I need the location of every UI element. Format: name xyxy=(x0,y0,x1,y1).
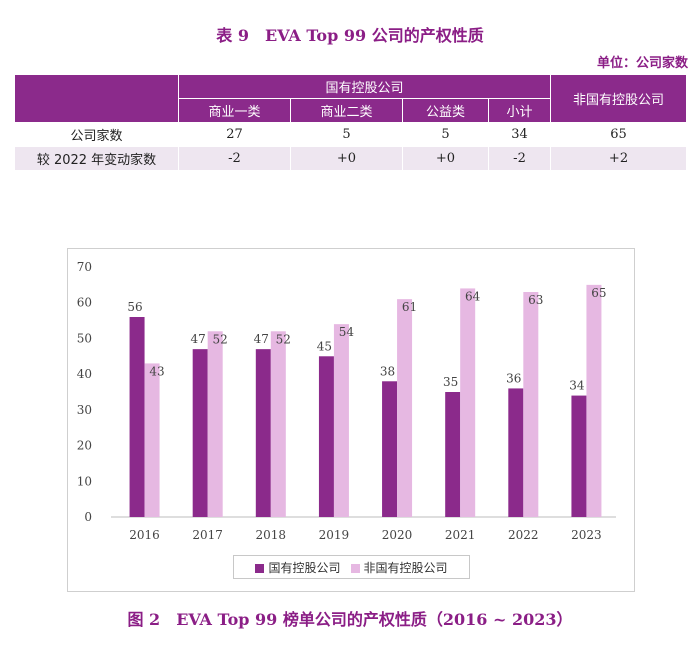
bar-state-owned xyxy=(508,388,524,517)
table-row: 公司家数 27 5 5 34 65 xyxy=(14,122,688,147)
data-label: 65 xyxy=(591,286,606,300)
cell: 5 xyxy=(290,122,403,147)
data-label: 38 xyxy=(380,364,395,378)
header-non-state: 非国有控股公司 xyxy=(550,74,688,123)
x-tick-label: 2017 xyxy=(192,528,223,542)
bar-state-owned xyxy=(318,356,334,517)
bar-chart: 0 10 20 30 40 50 60 70 2016 56 43 2017 47 52 2018 47 52 2… xyxy=(77,260,616,542)
cell: 5 xyxy=(402,122,489,147)
y-tick-label: 30 xyxy=(77,403,92,417)
bar-non-state xyxy=(270,331,286,517)
data-label: 35 xyxy=(443,375,458,389)
x-tick-label: 2019 xyxy=(319,528,350,542)
header-public-welfare: 公益类 xyxy=(402,98,489,123)
row-label: 公司家数 xyxy=(14,122,179,147)
header-commercial-2: 商业二类 xyxy=(290,98,403,123)
x-tick-label: 2016 xyxy=(129,528,160,542)
table-row: 较 2022 年变动家数 -2 +0 +0 -2 +2 xyxy=(14,146,688,171)
data-label: 47 xyxy=(254,332,269,346)
legend-swatch-non-state xyxy=(350,563,360,573)
data-label: 61 xyxy=(402,300,417,314)
y-tick-label: 40 xyxy=(77,367,92,381)
x-tick-label: 2023 xyxy=(571,528,602,542)
data-label: 54 xyxy=(339,325,355,339)
legend-item-non-state: 非国有控股公司 xyxy=(350,559,448,576)
data-label: 43 xyxy=(149,364,164,378)
header-commercial-1: 商业一类 xyxy=(178,98,291,123)
table-subheader-row: 商业一类 商业二类 公益类 小计 xyxy=(15,98,687,123)
x-tick-label: 2018 xyxy=(256,528,287,542)
y-tick-label: 70 xyxy=(77,260,92,274)
bar-state-owned xyxy=(571,395,587,517)
header-state-owned: 国有控股公司 xyxy=(177,74,552,99)
row-label: 较 2022 年变动家数 xyxy=(14,146,179,171)
table-header-row: 国有控股公司 非国有控股公司 xyxy=(14,74,688,123)
bar-state-owned xyxy=(192,349,208,517)
legend-label-state: 国有控股公司 xyxy=(268,560,341,575)
x-tick-label: 2022 xyxy=(508,528,539,542)
cell: 34 xyxy=(487,122,552,147)
y-tick-label: 10 xyxy=(77,474,92,488)
cell: +0 xyxy=(402,146,489,171)
data-label: 56 xyxy=(127,300,142,314)
cell: 65 xyxy=(550,122,688,147)
data-label: 34 xyxy=(569,379,585,393)
x-tick-label: 2021 xyxy=(445,528,476,542)
bar-non-state xyxy=(144,363,160,517)
cell: +0 xyxy=(290,146,403,171)
bar-non-state xyxy=(397,299,413,517)
figure-title: 图 2 EVA Top 99 榜单公司的产权性质（2016 ~ 2023） xyxy=(127,610,573,629)
bar-state-owned xyxy=(382,381,398,517)
y-tick-label: 60 xyxy=(77,296,92,310)
data-label: 63 xyxy=(528,293,543,307)
bar-non-state xyxy=(586,284,602,517)
y-tick-label: 20 xyxy=(77,439,92,453)
data-label: 52 xyxy=(276,332,291,346)
x-tick-label: 2020 xyxy=(382,528,413,542)
legend-label-non-state: 非国有控股公司 xyxy=(363,560,448,575)
table-title: 表 9 EVA Top 99 公司的产权性质 xyxy=(216,26,484,45)
header-blank-cell xyxy=(14,74,179,123)
cell: -2 xyxy=(178,146,291,171)
bar-state-owned xyxy=(129,317,145,517)
y-tick-label: 50 xyxy=(77,331,92,345)
cell: +2 xyxy=(550,146,688,171)
legend-swatch-state xyxy=(255,563,265,573)
bar-non-state xyxy=(523,292,539,517)
chart-frame: 0 10 20 30 40 50 60 70 2016 56 43 2017 47 52 2018 47 52 2… xyxy=(67,248,635,592)
bar-state-owned xyxy=(445,392,461,517)
bar-non-state xyxy=(460,288,476,517)
table-unit: 单位：公司家数 xyxy=(596,56,688,71)
data-label: 47 xyxy=(191,332,206,346)
legend-item-state: 国有控股公司 xyxy=(255,559,341,576)
data-label: 64 xyxy=(465,289,481,303)
data-label: 52 xyxy=(213,332,228,346)
data-label: 36 xyxy=(506,371,521,385)
data-label: 45 xyxy=(317,339,332,353)
cell: -2 xyxy=(487,146,552,171)
eva-ownership-table: 国有控股公司 非国有控股公司 商业一类 商业二类 公益类 小计 公司家数 27 … xyxy=(14,74,688,171)
bar-state-owned xyxy=(255,349,271,517)
bar-non-state xyxy=(207,331,223,517)
header-subtotal: 小计 xyxy=(487,98,552,123)
chart-legend: 国有控股公司 非国有控股公司 xyxy=(233,555,470,579)
bar-non-state xyxy=(333,324,349,517)
cell: 27 xyxy=(178,122,291,147)
y-tick-label: 0 xyxy=(84,510,92,524)
